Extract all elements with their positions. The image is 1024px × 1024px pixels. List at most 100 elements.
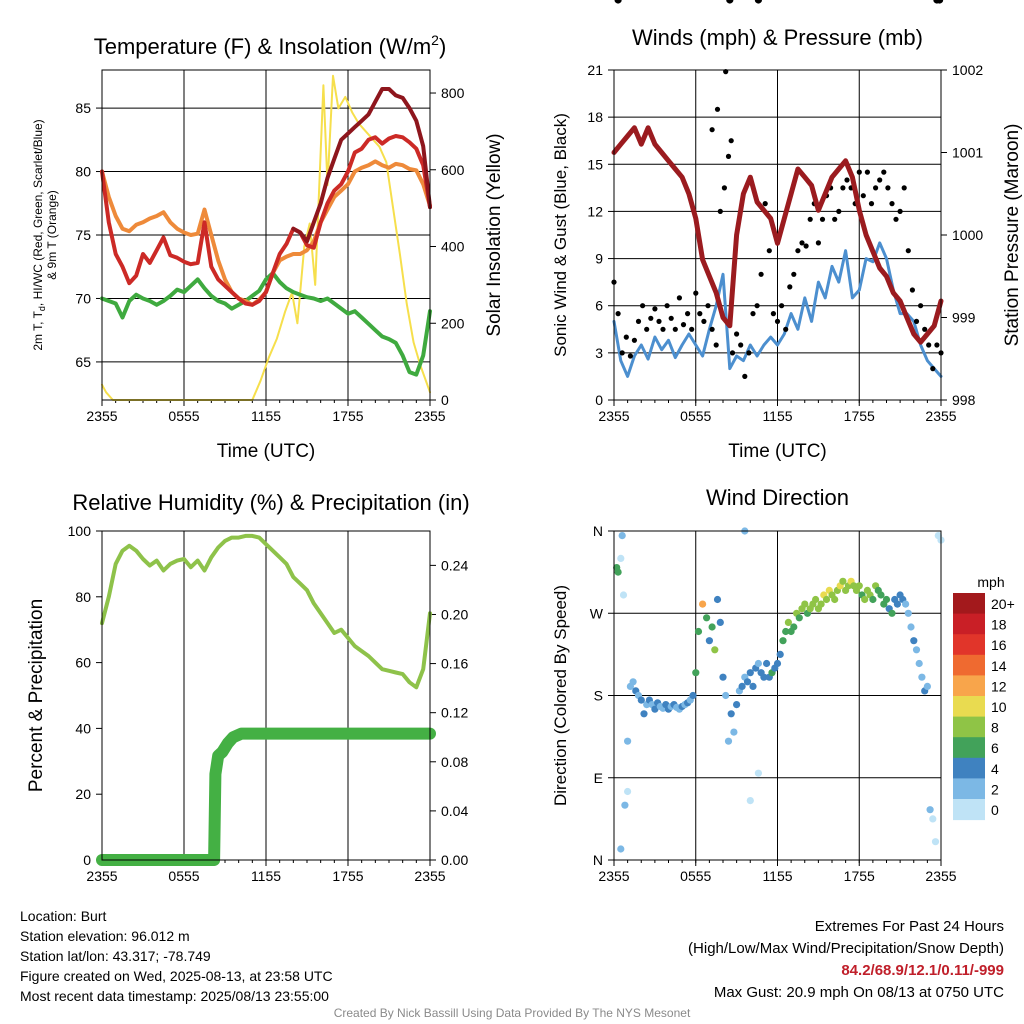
gust-point xyxy=(819,216,826,222)
y-tick-label: W xyxy=(590,605,604,621)
recent-timestamp: Most recent data timestamp: 2025/08/13 2… xyxy=(20,988,329,1004)
gust-point xyxy=(668,315,674,321)
gust-point xyxy=(893,216,899,222)
direction-point xyxy=(746,669,754,677)
gust-point xyxy=(721,185,728,191)
credit-line: Created By Nick Bassill Using Data Provi… xyxy=(333,1006,691,1020)
gust-point xyxy=(685,311,691,317)
chart-title-end: ) xyxy=(439,34,446,59)
gust-point xyxy=(660,326,666,332)
gust-point xyxy=(664,303,670,309)
direction-point xyxy=(910,637,918,645)
extremes-heading: Extremes For Past 24 Hours xyxy=(814,918,1004,935)
direction-point xyxy=(931,838,940,846)
direction-point xyxy=(713,595,722,604)
gust-point xyxy=(729,350,736,356)
plot-frame xyxy=(613,69,942,401)
direction-point xyxy=(869,595,877,604)
direction-point xyxy=(711,646,719,654)
direction-point xyxy=(907,623,915,631)
y-tick-label: 15 xyxy=(587,156,603,172)
gust-point xyxy=(889,201,895,207)
direction-point xyxy=(727,710,735,718)
direction-point xyxy=(915,659,923,668)
colorbar-swatch xyxy=(953,593,985,615)
direction-point xyxy=(719,673,727,681)
colorbar-label: 0 xyxy=(991,802,999,818)
x-tick-label: 2355 xyxy=(598,408,629,424)
y2-axis-label: Solar Insolation (Yellow) xyxy=(484,133,505,336)
direction-point xyxy=(624,787,632,796)
gust-point xyxy=(918,303,924,309)
x-tick-label: 0555 xyxy=(168,408,199,424)
direction-point xyxy=(722,691,730,700)
y2-tick-label: 998 xyxy=(952,392,976,408)
gust-point xyxy=(680,322,687,328)
direction-point xyxy=(754,769,763,777)
gust-point xyxy=(877,177,883,183)
gust-point xyxy=(799,240,805,246)
station-location: Location: Burt xyxy=(20,908,107,924)
chart-title-superscript: 2 xyxy=(431,32,439,48)
y2-tick-label: 0.16 xyxy=(441,656,468,672)
y2-axis-label-text: Solar Insolation (Yellow) xyxy=(484,133,505,336)
x-tick-label: 0555 xyxy=(168,868,199,884)
x-tick-label: 1755 xyxy=(332,408,363,424)
direction-point xyxy=(724,737,733,745)
gust-point xyxy=(672,326,678,332)
max-gust: Max Gust: 20.9 mph On 08/13 at 0750 UTC xyxy=(713,984,1004,1001)
y-tick-label: 75 xyxy=(75,227,91,243)
colorbar-swatch xyxy=(953,778,985,800)
gust-point xyxy=(909,287,916,293)
gust-point xyxy=(701,318,707,324)
gust-point xyxy=(930,366,936,372)
direction-point xyxy=(614,568,622,576)
direction-point xyxy=(861,595,869,604)
x-tick-label: 1155 xyxy=(762,868,792,884)
gust-point xyxy=(762,201,768,207)
gust-point xyxy=(631,337,638,343)
x-axis-label: Time (UTC) xyxy=(728,441,827,462)
direction-point xyxy=(784,618,793,627)
y2-tick-label: 1000 xyxy=(952,227,983,243)
y2-tick-label: 200 xyxy=(441,315,465,331)
station-latlon: Station lat/lon: 43.317; -78.749 xyxy=(20,948,211,964)
gust-point xyxy=(881,169,887,175)
colorbar-swatch xyxy=(953,675,985,697)
direction-point xyxy=(637,696,645,704)
colorbar-swatch xyxy=(953,613,985,635)
direction-point xyxy=(936,0,944,4)
x-tick-label: 0555 xyxy=(680,868,711,884)
extremes-values: 84.2/68.9/12.1/0.11/-999 xyxy=(841,962,1004,979)
y-tick-label: E xyxy=(594,770,603,786)
x-tick-label: 2355 xyxy=(925,408,956,424)
direction-point xyxy=(746,797,754,805)
gust-point xyxy=(779,303,785,309)
gust-point xyxy=(627,353,634,359)
y-tick-label: 70 xyxy=(75,290,91,306)
x-tick-label: 1155 xyxy=(251,868,281,884)
colorbar-swatch xyxy=(953,696,985,718)
y2-tick-label: 0.00 xyxy=(441,852,468,868)
y-tick-label: 9 xyxy=(595,251,603,267)
direction-point xyxy=(754,659,763,668)
plot-frame xyxy=(613,530,942,861)
colorbar-swatch xyxy=(953,737,985,759)
direction-point xyxy=(801,600,809,608)
gust-point xyxy=(709,326,715,332)
gust-point xyxy=(714,106,721,112)
colorbar-label: 2 xyxy=(991,781,999,797)
direction-point xyxy=(773,659,782,668)
gust-point xyxy=(868,201,875,207)
direction-point xyxy=(822,595,831,604)
y-tick-label: N xyxy=(593,523,603,539)
direction-point xyxy=(893,600,902,608)
gust-point xyxy=(766,248,772,254)
x-tick-label: 1155 xyxy=(251,408,281,424)
direction-point xyxy=(699,600,707,608)
y-tick-label: 80 xyxy=(75,589,91,605)
direction-point xyxy=(888,609,896,617)
y-tick-label: 20 xyxy=(75,786,91,802)
y-axis-label: Sonic Wind & Gust (Blue, Black) xyxy=(551,113,570,357)
